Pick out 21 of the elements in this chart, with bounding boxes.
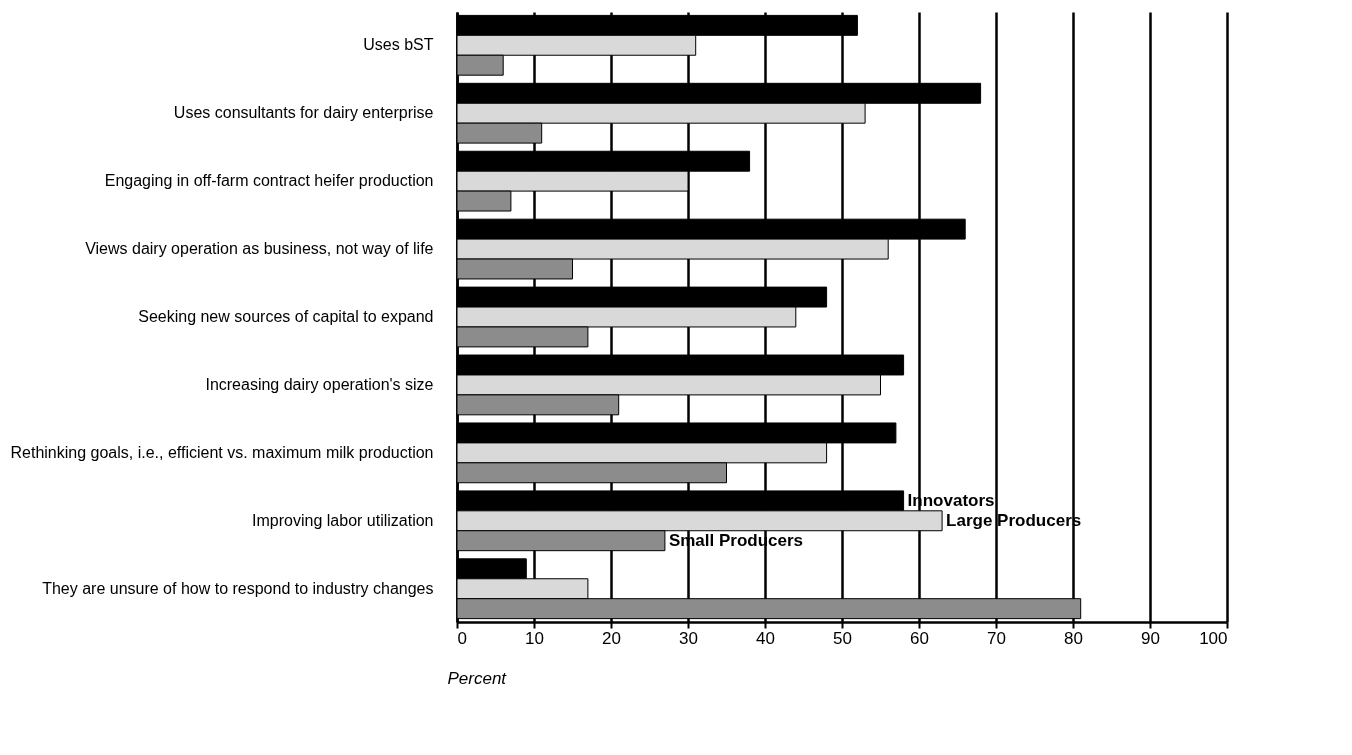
x-tick-label: 90 <box>1141 628 1160 648</box>
x-tick-label: 10 <box>525 628 544 648</box>
x-tick-label: 0 <box>457 628 467 648</box>
x-tick-label: 100 <box>1199 628 1228 648</box>
y-tick-label: Increasing dairy operation's size <box>205 375 434 393</box>
x-axis-title: Percent <box>447 668 508 688</box>
x-tick-label: 40 <box>756 628 775 648</box>
x-tick-label: 80 <box>1064 628 1083 648</box>
y-tick-label: They are unsure of how to respond to industry changes <box>42 579 434 597</box>
y-tick-label: Uses consultants for dairy enterprise <box>173 104 434 122</box>
x-tick-label: 30 <box>679 628 698 648</box>
x-tick-label: 50 <box>833 628 852 648</box>
x-tick-label: 20 <box>602 628 621 648</box>
y-tick-label: Improving labor utilization <box>252 511 434 529</box>
y-tick-label: Uses bST <box>363 36 434 54</box>
y-tick-label: Engaging in off-farm contract heifer production <box>104 172 434 190</box>
x-tick-label: 70 <box>987 628 1006 648</box>
x-tick-label: 60 <box>910 628 929 648</box>
y-tick-label: Rethinking goals, i.e., efficient vs. maximum milk production <box>10 443 434 461</box>
y-tick-label: Seeking new sources of capital to expand <box>138 308 434 325</box>
y-tick-label: Views dairy operation as business, not way of life <box>85 240 434 258</box>
